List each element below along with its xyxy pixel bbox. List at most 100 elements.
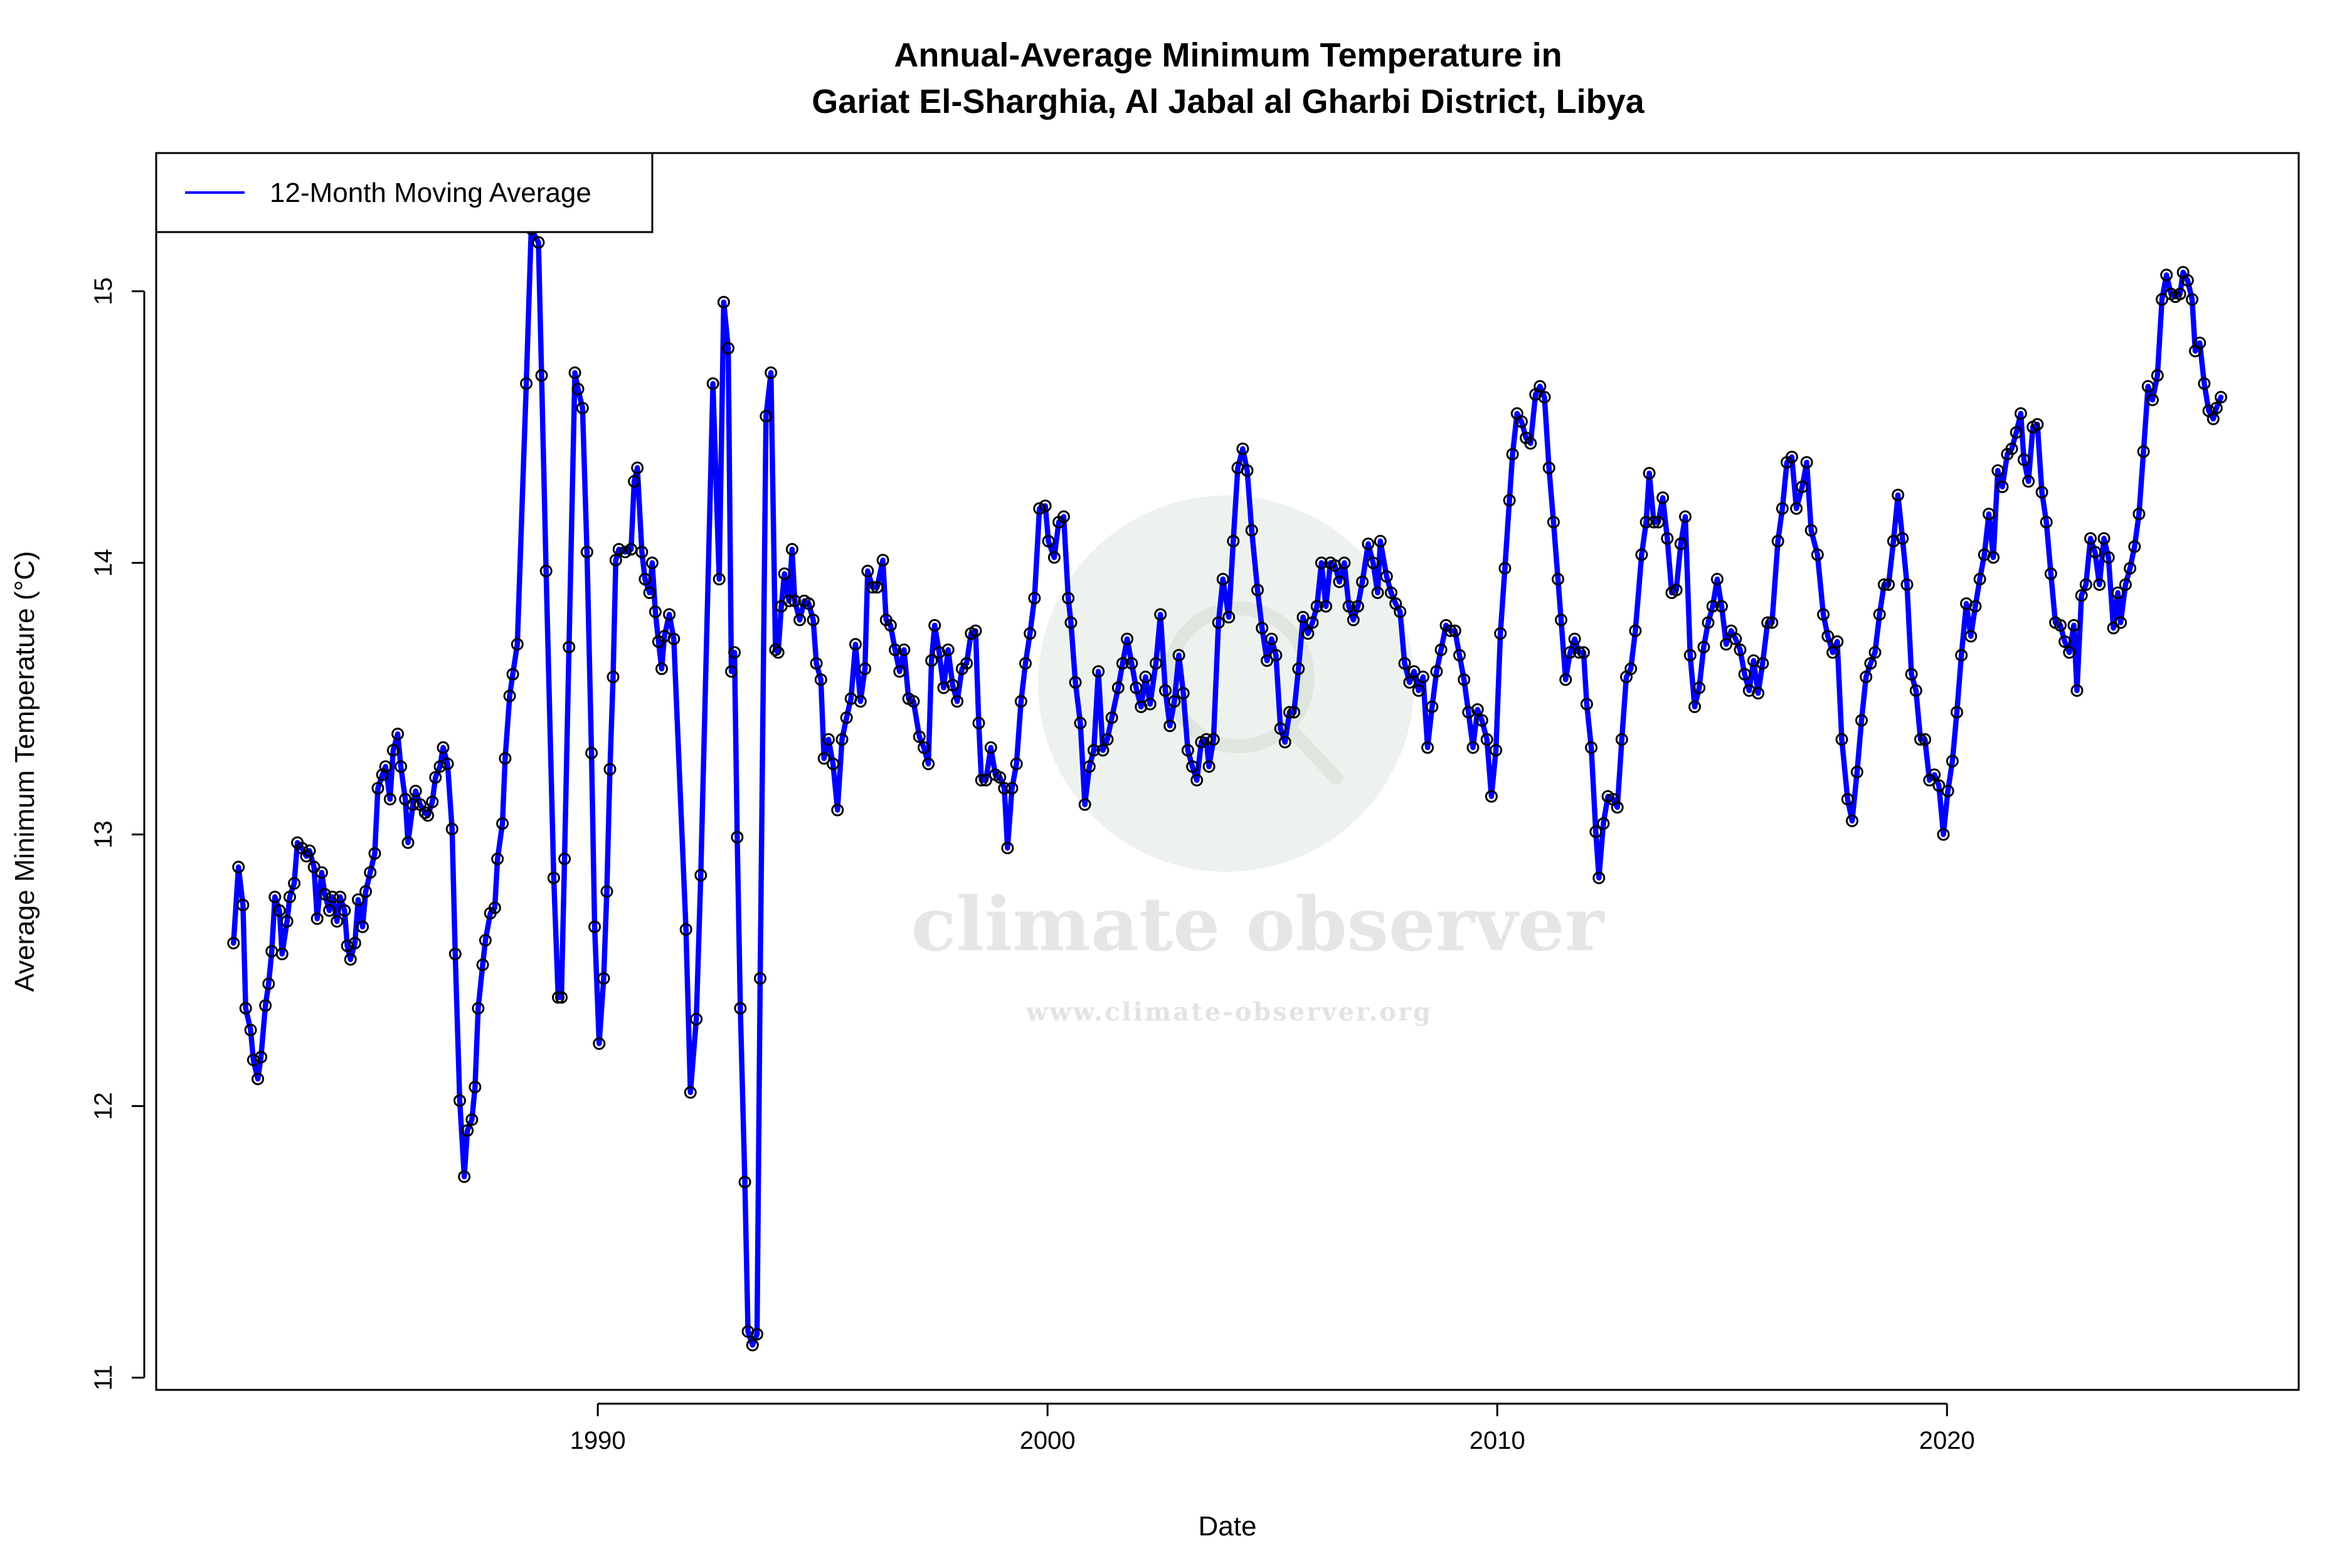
- data-point: [814, 673, 827, 686]
- data-point: [2031, 418, 2044, 431]
- data-point: [817, 752, 830, 765]
- data-point: [1498, 562, 1512, 575]
- data-point: [1771, 534, 1784, 548]
- y-tick-label: 14: [90, 549, 117, 577]
- data-point: [2084, 532, 2097, 545]
- data-point: [1964, 630, 1978, 643]
- data-point: [461, 1124, 474, 1137]
- watermark-magnifier-icon: [1163, 601, 1343, 785]
- data-point: [1116, 657, 1129, 670]
- data-point: [1611, 801, 1624, 814]
- data-point: [1453, 649, 1466, 662]
- data-point: [1932, 779, 1946, 792]
- data-point: [835, 733, 849, 746]
- data-point: [1629, 624, 1642, 637]
- data-point: [1216, 573, 1229, 586]
- data-point: [1168, 695, 1181, 708]
- data-point: [506, 668, 519, 681]
- data-point: [1937, 828, 1950, 841]
- y-tick-label: 15: [90, 277, 117, 305]
- legend-entry: 12-Month Moving Average: [270, 177, 591, 208]
- data-point: [232, 861, 245, 874]
- data-point: [793, 613, 807, 627]
- data-point: [1905, 668, 1918, 681]
- data-point: [607, 670, 620, 684]
- data-point: [1283, 706, 1296, 719]
- data-point: [2206, 412, 2220, 425]
- data-point: [1159, 684, 1172, 697]
- data-point: [338, 904, 351, 917]
- data-point: [2193, 336, 2206, 349]
- y-tick-label: 12: [90, 1092, 117, 1120]
- data-point: [1729, 632, 1742, 645]
- data-point: [2097, 532, 2111, 545]
- data-point: [2070, 684, 2084, 697]
- data-point: [1900, 578, 1914, 591]
- data-point: [1320, 600, 1332, 613]
- data-point: [2141, 380, 2154, 393]
- data-point: [275, 948, 289, 960]
- data-point: [1643, 467, 1656, 480]
- data-point: [558, 852, 571, 866]
- data-point: [1202, 760, 1216, 773]
- data-point: [1265, 632, 1278, 645]
- data-point: [1028, 591, 1041, 605]
- data-point: [1506, 448, 1519, 461]
- data-point: [1078, 798, 1091, 811]
- data-point: [259, 999, 272, 1012]
- data-point: [1766, 616, 1779, 629]
- data-point: [1088, 744, 1100, 757]
- data-point: [802, 597, 815, 610]
- data-point: [2014, 407, 2027, 420]
- data-point: [1564, 646, 1577, 659]
- data-point: [1033, 502, 1046, 515]
- data-point: [1356, 575, 1369, 588]
- x-axis-label: Date: [1199, 1511, 1257, 1542]
- data-point: [499, 752, 512, 765]
- data-point: [1951, 706, 1963, 719]
- data-point: [831, 803, 844, 817]
- data-point: [876, 554, 889, 567]
- data-point: [1785, 450, 1798, 464]
- data-point: [1702, 616, 1715, 629]
- data-point: [1538, 391, 1551, 404]
- data-point: [725, 665, 738, 678]
- data-point: [1615, 733, 1628, 746]
- data-point: [1096, 744, 1110, 757]
- data-point: [368, 847, 381, 860]
- data-point: [1693, 681, 1706, 694]
- data-point: [2005, 442, 2018, 455]
- data-point: [1074, 716, 1087, 729]
- data-point: [532, 236, 545, 249]
- data-point: [1310, 600, 1323, 613]
- data-point: [448, 948, 462, 960]
- data-point: [1555, 613, 1567, 627]
- data-point: [810, 657, 823, 670]
- data-point: [738, 1175, 751, 1189]
- data-point: [593, 1037, 606, 1050]
- data-point: [1688, 700, 1701, 713]
- data-point: [1928, 768, 1941, 781]
- data-point: [861, 564, 874, 578]
- data-point: [1524, 437, 1537, 450]
- data-point: [612, 543, 625, 556]
- data-point: [2063, 646, 2076, 659]
- data-point: [1458, 673, 1471, 686]
- data-point: [1241, 464, 1254, 477]
- data-point: [1200, 733, 1213, 746]
- data-point: [1955, 649, 1968, 662]
- data-point: [1101, 733, 1114, 746]
- data-point: [984, 741, 997, 754]
- data-point: [246, 1053, 260, 1066]
- data-point: [1177, 687, 1190, 700]
- data-point: [1426, 700, 1439, 713]
- data-point: [663, 608, 676, 621]
- data-point: [706, 377, 719, 390]
- data-point: [364, 866, 377, 879]
- data-point: [429, 771, 442, 784]
- data-point: [476, 958, 489, 972]
- data-point: [1125, 657, 1138, 670]
- data-point: [785, 543, 798, 556]
- y-axis-label: Average Minimum Temperature (°C): [9, 551, 40, 992]
- data-point: [1697, 640, 1710, 654]
